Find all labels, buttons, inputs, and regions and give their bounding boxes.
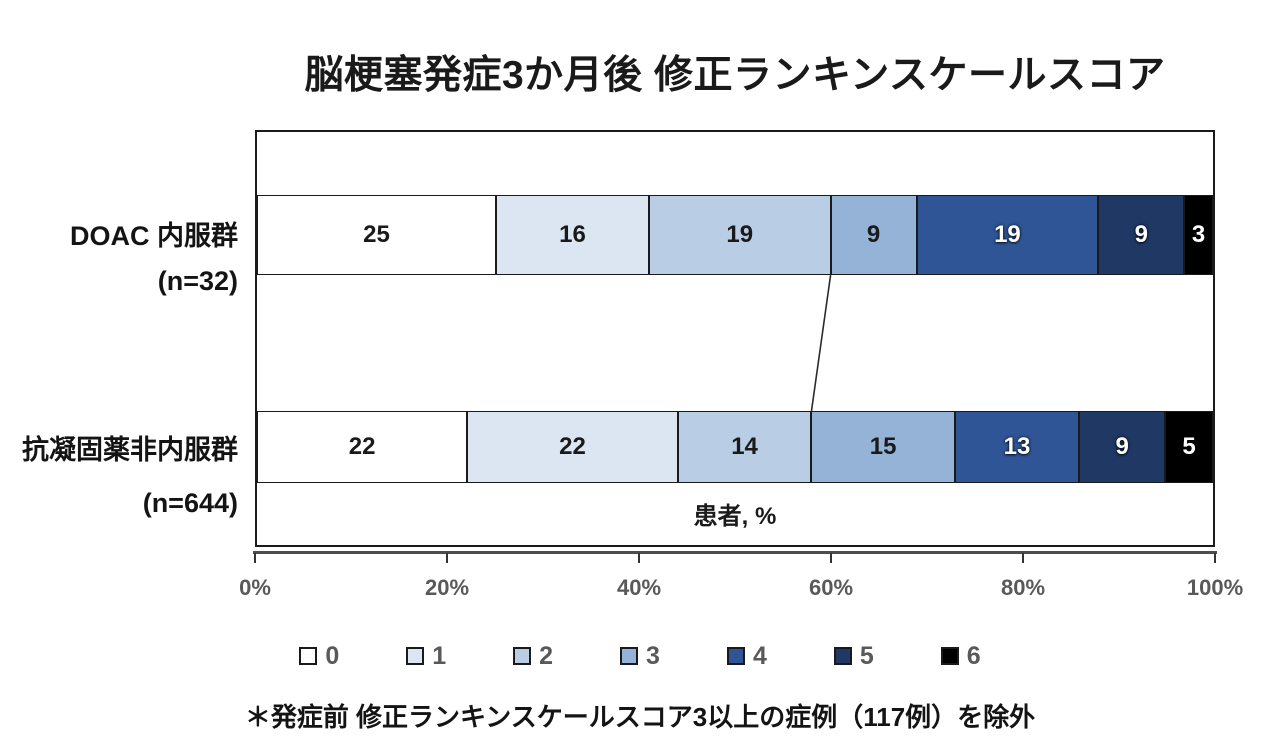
legend-item-label: 1 (432, 641, 447, 670)
segment-value: 13 (1003, 433, 1031, 460)
chart-title: 脳梗塞発症3か月後 修正ランキンスケールスコア (304, 54, 1166, 97)
legend-item-mrs2: 2 (513, 641, 554, 670)
category-n: (n=644) (142, 488, 238, 518)
category-label-no-anticoagulant: 抗凝固薬非内服群 (n=644) (22, 424, 238, 530)
legend-item-label: 4 (752, 641, 767, 670)
x-axis-title: 患者, % (693, 503, 777, 530)
category-name: DOAC 内服群 (70, 221, 238, 251)
legend-swatch (940, 647, 959, 665)
legend-swatch (406, 647, 425, 665)
legend-item-label: 2 (539, 641, 554, 670)
x-axis: 0% 20% 40% 60% 80% 100% (239, 547, 1243, 607)
bar-segment-mrs4: 19 (916, 195, 1099, 275)
legend-item-label: 0 (325, 641, 340, 670)
legend-item-mrs3: 3 (620, 641, 660, 670)
segment-value: 9 (1134, 221, 1148, 248)
bar-segment-mrs2: 19 (648, 195, 831, 275)
axis-tick-label: 0% (239, 575, 271, 600)
legend-swatch (726, 647, 745, 665)
bar-doac-group: 25 16 19 9 19 9 3 (257, 195, 1213, 275)
bar-segment-mrs4: 13 (954, 411, 1080, 483)
axis-tick-label: 40% (616, 575, 662, 600)
legend-item-label: 5 (859, 641, 874, 670)
legend-swatch (833, 647, 852, 665)
axis-tick (830, 553, 832, 563)
legend-item-mrs4: 4 (726, 641, 767, 670)
segment-value: 9 (1115, 433, 1129, 460)
connector-line (810, 275, 832, 411)
legend-item-label: 3 (646, 641, 660, 670)
segment-value: 16 (559, 221, 586, 248)
axis-tick (1214, 553, 1216, 563)
bar-segment-mrs3: 15 (811, 411, 955, 483)
legend-swatch (620, 647, 639, 665)
legend-item-mrs5: 5 (833, 641, 874, 670)
legend-item-mrs0: 0 (299, 641, 340, 670)
bar-segment-mrs5: 9 (1098, 195, 1185, 275)
segment-value: 9 (866, 221, 881, 248)
legend-item-label: 6 (966, 641, 981, 670)
segment-value: 14 (731, 433, 758, 460)
bar-segment-mrs2: 14 (677, 411, 812, 483)
legend-swatch (299, 647, 318, 665)
segment-value: 25 (363, 221, 390, 248)
plot-area: 25 16 19 9 19 9 3 22 22 14 15 13 9 5 患者, % (255, 130, 1215, 547)
segment-value: 22 (348, 433, 376, 460)
axis-tick (638, 553, 640, 563)
legend-item-mrs1: 1 (406, 641, 447, 670)
axis-tick-label: 20% (424, 575, 470, 600)
category-label-doac: DOAC 内服群 (n=32) (70, 214, 238, 304)
x-axis-line (253, 551, 1217, 554)
bar-segment-mrs1: 16 (496, 195, 649, 275)
axis-tick-label: 80% (1000, 575, 1046, 600)
axis-tick-label: 100% (1186, 575, 1244, 600)
bar-segment-mrs5: 9 (1079, 411, 1166, 483)
axis-tick (446, 553, 448, 563)
legend-item-mrs6: 6 (940, 641, 981, 670)
segment-value: 19 (726, 221, 754, 248)
axis-tick-label: 60% (808, 575, 854, 600)
category-n: (n=32) (157, 266, 238, 296)
bar-segment-mrs6: 3 (1184, 195, 1213, 275)
segment-value: 19 (994, 221, 1021, 248)
bar-segment-mrs1: 22 (467, 411, 678, 483)
bar-segment-mrs0: 22 (257, 411, 468, 483)
footnote: ＊発症前 修正ランキンスケールスコア3以上の症例（117例）を除外 (244, 702, 1036, 732)
legend: 0 1 2 3 4 5 6 (0, 638, 1280, 674)
bar-segment-mrs3: 9 (830, 195, 917, 275)
axis-tick (1022, 553, 1024, 563)
bar-segment-mrs6: 5 (1165, 411, 1213, 483)
category-name: 抗凝固薬非内服群 (22, 435, 238, 465)
legend-swatch (513, 647, 532, 665)
axis-tick (254, 553, 256, 563)
segment-value: 5 (1182, 433, 1196, 460)
bar-non-anticoagulant-group: 22 22 14 15 13 9 5 (257, 411, 1213, 483)
segment-value: 22 (559, 433, 586, 460)
segment-value: 15 (869, 433, 897, 460)
segment-value: 3 (1191, 221, 1206, 248)
bar-segment-mrs0: 25 (257, 195, 496, 275)
